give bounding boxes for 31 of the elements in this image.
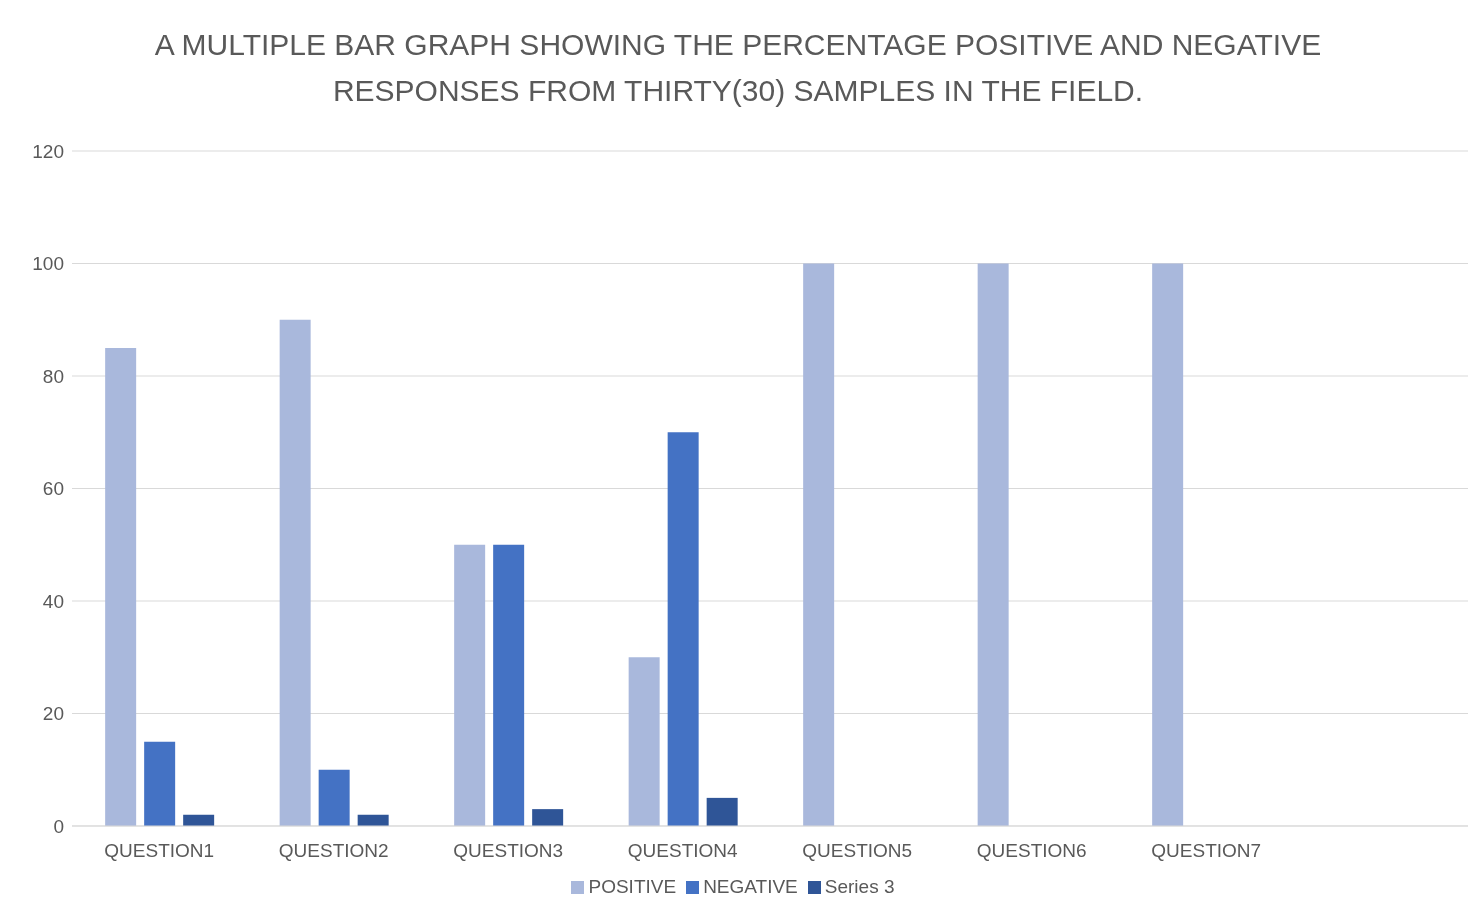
legend-label: NEGATIVE: [703, 876, 798, 897]
y-tick-label: 40: [42, 590, 64, 612]
bar: [318, 769, 350, 826]
x-tick-label: QUESTION4: [627, 840, 739, 862]
x-tick-label: QUESTION7: [1151, 840, 1262, 862]
y-tick-label: 20: [42, 703, 64, 725]
bar: [977, 263, 1009, 826]
legend-label: Series 3: [824, 876, 895, 897]
bar: [279, 319, 311, 826]
bar: [628, 657, 660, 826]
y-tick-label: 120: [32, 140, 64, 162]
bar: [706, 797, 738, 826]
y-tick-label: 100: [32, 253, 64, 275]
y-tick-label: 60: [42, 478, 64, 500]
x-tick-label: QUESTION1: [104, 840, 215, 862]
legend-label: POSITIVE: [588, 876, 677, 897]
y-tick-label: 80: [42, 365, 64, 387]
x-tick-label: QUESTION5: [802, 840, 913, 862]
x-tick-label: QUESTION2: [278, 840, 389, 862]
bar: [667, 432, 699, 826]
chart-title: A MULTIPLE BAR GRAPH SHOWING THE PERCENTAGE POSITIVE AND NEGATIVE RESPONSES FROM THIRTY(30) SAMPLES IN THE FIELD.: [153, 27, 1323, 109]
bar: [493, 544, 525, 826]
bar: [1152, 263, 1184, 826]
bar: [803, 263, 835, 826]
x-tick-label: QUESTION6: [976, 840, 1087, 862]
bar: [105, 347, 137, 826]
bar: [532, 809, 564, 826]
bar: [454, 544, 486, 826]
y-tick-label: 0: [53, 815, 64, 837]
bar: [144, 741, 176, 826]
x-tick-label: QUESTION3: [453, 840, 564, 862]
